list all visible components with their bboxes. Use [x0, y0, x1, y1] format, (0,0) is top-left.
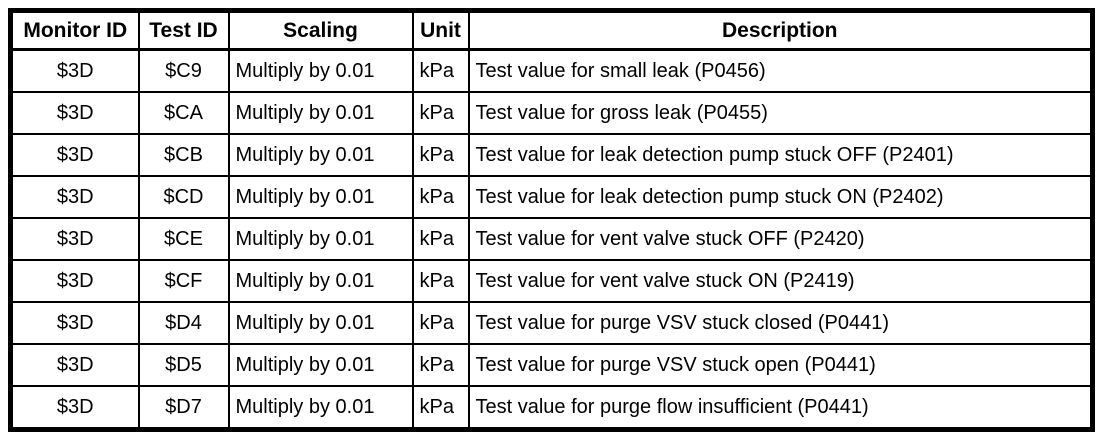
cell-unit: kPa	[411, 133, 470, 177]
cell-scaling: Multiply by 0.01	[227, 48, 414, 93]
cell-description: Test value for purge flow insufficient (…	[467, 385, 1094, 431]
cell-monitor-id: $3D	[9, 259, 140, 303]
header-cell-unit: Unit	[411, 9, 470, 51]
table-row: $3D $D5 Multiply by 0.01 kPa Test value …	[9, 343, 1094, 387]
cell-test-id: $D7	[137, 385, 230, 431]
cell-scaling: Multiply by 0.01	[227, 91, 414, 135]
header-cell-test-id: Test ID	[137, 9, 230, 51]
cell-description: Test value for vent valve stuck OFF (P24…	[467, 217, 1094, 261]
cell-monitor-id: $3D	[9, 175, 140, 219]
header-cell-scaling: Scaling	[227, 9, 414, 51]
cell-monitor-id: $3D	[9, 48, 140, 93]
header-cell-monitor-id: Monitor ID	[9, 9, 140, 51]
cell-description: Test value for purge VSV stuck open (P04…	[467, 343, 1094, 387]
cell-scaling: Multiply by 0.01	[227, 133, 414, 177]
cell-monitor-id: $3D	[9, 343, 140, 387]
table-row: $3D $C9 Multiply by 0.01 kPa Test value …	[9, 48, 1094, 93]
cell-description: Test value for gross leak (P0455)	[467, 91, 1094, 135]
cell-scaling: Multiply by 0.01	[227, 301, 414, 345]
cell-scaling: Multiply by 0.01	[227, 343, 414, 387]
cell-test-id: $CA	[137, 91, 230, 135]
table-row: $3D $CD Multiply by 0.01 kPa Test value …	[9, 175, 1094, 219]
cell-unit: kPa	[411, 48, 470, 93]
table-header-row: Monitor ID Test ID Scaling Unit Descript…	[9, 9, 1094, 51]
cell-test-id: $C9	[137, 48, 230, 93]
cell-description: Test value for small leak (P0456)	[467, 48, 1094, 93]
table-row: $3D $D7 Multiply by 0.01 kPa Test value …	[9, 385, 1094, 431]
table-row: $3D $CA Multiply by 0.01 kPa Test value …	[9, 91, 1094, 135]
cell-test-id: $CB	[137, 133, 230, 177]
cell-monitor-id: $3D	[9, 385, 140, 431]
cell-scaling: Multiply by 0.01	[227, 385, 414, 431]
table-row: $3D $CF Multiply by 0.01 kPa Test value …	[9, 259, 1094, 303]
cell-test-id: $D5	[137, 343, 230, 387]
header-cell-description: Description	[467, 9, 1094, 51]
table-row: $3D $D4 Multiply by 0.01 kPa Test value …	[9, 301, 1094, 345]
cell-scaling: Multiply by 0.01	[227, 217, 414, 261]
table-row: $3D $CB Multiply by 0.01 kPa Test value …	[9, 133, 1094, 177]
cell-scaling: Multiply by 0.01	[227, 259, 414, 303]
cell-unit: kPa	[411, 385, 470, 431]
cell-scaling: Multiply by 0.01	[227, 175, 414, 219]
cell-monitor-id: $3D	[9, 133, 140, 177]
cell-monitor-id: $3D	[9, 301, 140, 345]
cell-description: Test value for purge VSV stuck closed (P…	[467, 301, 1094, 345]
cell-unit: kPa	[411, 343, 470, 387]
test-values-table: Monitor ID Test ID Scaling Unit Descript…	[8, 8, 1095, 432]
cell-test-id: $CD	[137, 175, 230, 219]
cell-unit: kPa	[411, 301, 470, 345]
cell-unit: kPa	[411, 259, 470, 303]
cell-unit: kPa	[411, 217, 470, 261]
table-row: $3D $CE Multiply by 0.01 kPa Test value …	[9, 217, 1094, 261]
cell-monitor-id: $3D	[9, 91, 140, 135]
cell-test-id: $D4	[137, 301, 230, 345]
cell-unit: kPa	[411, 91, 470, 135]
cell-test-id: $CF	[137, 259, 230, 303]
cell-unit: kPa	[411, 175, 470, 219]
cell-test-id: $CE	[137, 217, 230, 261]
cell-description: Test value for leak detection pump stuck…	[467, 175, 1094, 219]
cell-monitor-id: $3D	[9, 217, 140, 261]
cell-description: Test value for leak detection pump stuck…	[467, 133, 1094, 177]
cell-description: Test value for vent valve stuck ON (P241…	[467, 259, 1094, 303]
